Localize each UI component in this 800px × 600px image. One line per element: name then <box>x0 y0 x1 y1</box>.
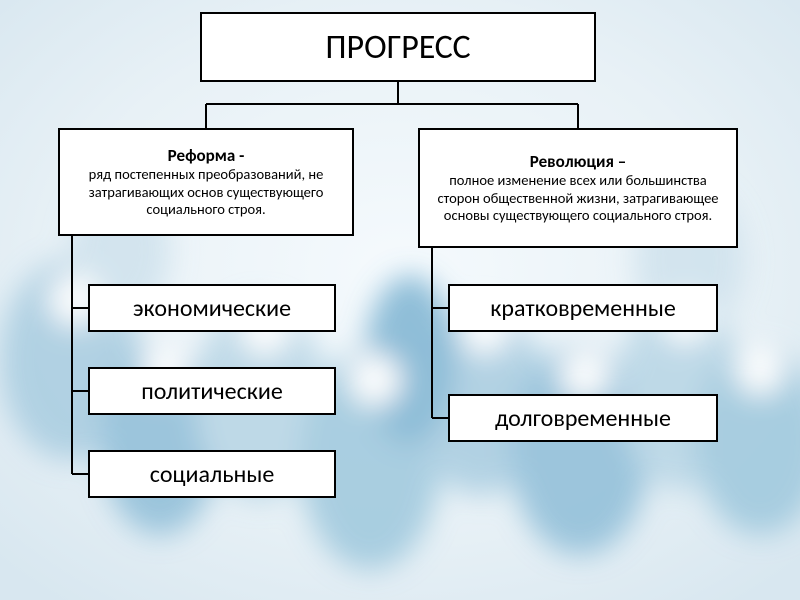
branch-reform-title: Реформа - <box>168 146 245 166</box>
leaf-label: политические <box>141 377 283 406</box>
leaf-economic: экономические <box>88 284 336 332</box>
root-label: ПРОГРЕСС <box>325 27 470 68</box>
leaf-short-term: кратковременные <box>448 284 718 332</box>
leaf-label: кратковременные <box>490 294 676 323</box>
branch-reform-definition: ряд постепенных преобразований, не затра… <box>70 166 342 218</box>
leaf-long-term: долговременные <box>448 394 718 442</box>
branch-revolution-title: Революция – <box>530 152 627 172</box>
leaf-label: экономические <box>133 294 291 323</box>
leaf-social: социальные <box>88 450 336 498</box>
leaf-label: долговременные <box>495 404 671 433</box>
branch-revolution-definition: полное изменение всех или большинства ст… <box>430 172 726 224</box>
leaf-political: политические <box>88 367 336 415</box>
leaf-label: социальные <box>150 460 275 489</box>
branch-reform: Реформа - ряд постепенных преобразований… <box>58 128 354 236</box>
root-node: ПРОГРЕСС <box>200 12 596 82</box>
org-chart: ПРОГРЕСС Реформа - ряд постепенных преоб… <box>0 0 800 600</box>
branch-revolution: Революция – полное изменение всех или бо… <box>418 128 738 248</box>
